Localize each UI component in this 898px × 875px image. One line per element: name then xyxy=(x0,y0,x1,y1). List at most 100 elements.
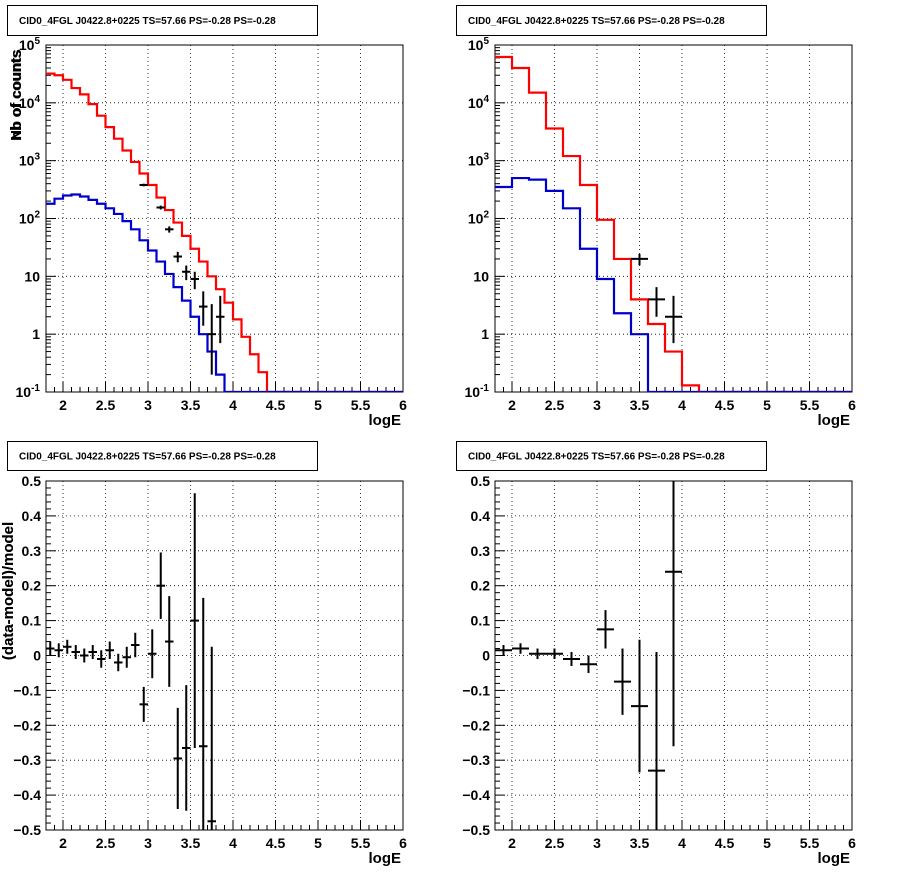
data-point xyxy=(580,655,597,673)
data-point xyxy=(114,653,123,672)
x-tick-label: 4 xyxy=(678,835,686,851)
y-tick-label: −0.2 xyxy=(462,717,490,733)
y-tick-label: 10-1 xyxy=(16,383,41,400)
y-tick-label: 0.1 xyxy=(22,613,42,629)
y-tick-label: 0.5 xyxy=(471,473,491,489)
chart-title: CID0_4FGL J0422.8+0225 TS=57.66 PS=-0.28… xyxy=(19,452,276,463)
data-point xyxy=(207,646,216,830)
data-point xyxy=(207,304,216,375)
data-point xyxy=(182,265,191,281)
x-tick-label: 3 xyxy=(593,835,601,851)
data-point xyxy=(63,639,72,654)
data-point xyxy=(648,652,665,830)
x-tick-label: 2.5 xyxy=(96,835,116,851)
y-tick-label: 0.2 xyxy=(471,578,491,594)
data-point xyxy=(173,707,182,810)
x-tick-label: 3.5 xyxy=(181,397,201,413)
data-point xyxy=(173,251,182,263)
y-axis-label: Nb of counts xyxy=(8,49,25,141)
y-tick-label: 103 xyxy=(19,152,41,169)
y-tick-label: 0.5 xyxy=(22,473,42,489)
x-tick-label: 2.5 xyxy=(545,835,565,851)
y-tick-label: 104 xyxy=(468,94,490,111)
y-tick-label: −0.1 xyxy=(462,682,490,698)
x-tick-label: 3.5 xyxy=(630,397,650,413)
chart-title: CID0_4FGL J0422.8+0225 TS=57.66 PS=-0.28… xyxy=(468,452,725,463)
x-tick-label: 4 xyxy=(229,835,237,851)
data-point xyxy=(199,597,208,830)
step-line-total_model xyxy=(495,55,852,392)
x-tick-label: 2 xyxy=(508,835,516,851)
x-tick-label: 2 xyxy=(59,397,67,413)
x-tick-label: 6 xyxy=(848,397,856,413)
data-point xyxy=(216,295,225,344)
chart-panel-residuals-fine: CID0_4FGL J0422.8+0225 TS=57.66 PS=-0.28… xyxy=(0,441,407,867)
data-point xyxy=(122,646,131,668)
plot-area xyxy=(495,55,852,392)
data-point xyxy=(54,643,63,658)
chart-title: CID0_4FGL J0422.8+0225 TS=57.66 PS=-0.28… xyxy=(468,16,725,27)
data-point xyxy=(88,645,97,659)
y-tick-label: −0.3 xyxy=(462,752,490,768)
chart-panel-counts-fine: CID0_4FGL J0422.8+0225 TS=57.66 PS=-0.28… xyxy=(7,5,407,429)
plot-area xyxy=(46,72,403,392)
x-tick-label: 6 xyxy=(848,835,856,851)
y-tick-label: −0.4 xyxy=(462,787,490,803)
data-point xyxy=(563,652,580,666)
x-tick-label: 6 xyxy=(399,397,407,413)
y-tick-label: −0.5 xyxy=(462,822,490,838)
x-tick-label: 2 xyxy=(59,835,67,851)
x-tick-label: 5 xyxy=(314,397,322,413)
chart-title: CID0_4FGL J0422.8+0225 TS=57.66 PS=-0.28… xyxy=(19,16,276,27)
plot-area xyxy=(46,493,216,830)
y-tick-label: −0.1 xyxy=(13,682,41,698)
x-tick-label: 5 xyxy=(763,397,771,413)
data-point xyxy=(529,648,546,659)
data-point xyxy=(182,685,191,811)
x-tick-label: 5.5 xyxy=(351,835,371,851)
x-tick-label: 4.5 xyxy=(266,835,286,851)
y-axis-label: (data-model)/model xyxy=(0,522,17,660)
y-tick-label: −0.2 xyxy=(13,717,41,733)
x-tick-label: 2.5 xyxy=(545,397,565,413)
y-tick-label: 10 xyxy=(24,268,40,284)
data-point xyxy=(648,287,665,317)
data-point xyxy=(139,686,148,722)
y-tick-label: −0.3 xyxy=(13,752,41,768)
data-point xyxy=(97,650,106,668)
data-point xyxy=(105,641,114,659)
y-tick-label: 0.4 xyxy=(22,508,42,524)
x-axis-label: logE xyxy=(369,412,402,429)
x-tick-label: 5 xyxy=(763,835,771,851)
data-point xyxy=(631,639,648,773)
x-tick-label: 3 xyxy=(593,397,601,413)
data-point xyxy=(190,493,199,748)
y-tick-label: 102 xyxy=(19,210,41,227)
x-tick-label: 6 xyxy=(399,835,407,851)
grid-lines xyxy=(46,44,404,393)
x-tick-label: 2 xyxy=(508,397,516,413)
data-point xyxy=(190,271,199,290)
y-tick-label: −0.4 xyxy=(13,787,41,803)
y-tick-label: 0 xyxy=(482,648,490,664)
x-tick-label: 3.5 xyxy=(630,835,650,851)
y-tick-label: 1 xyxy=(32,326,40,342)
chart-title-box xyxy=(456,5,767,36)
data-point xyxy=(597,610,614,649)
x-tick-label: 5.5 xyxy=(351,397,371,413)
data-point xyxy=(139,183,148,187)
step-line-source_model xyxy=(495,176,852,392)
data-point xyxy=(165,596,174,687)
y-axis-label: (data-model)/model xyxy=(0,522,17,660)
x-axis-label: logE xyxy=(818,412,851,429)
y-tick-label: 10 xyxy=(473,268,489,284)
y-tick-label: 10-1 xyxy=(465,383,490,400)
data-point xyxy=(156,205,165,210)
data-point xyxy=(614,648,631,715)
data-point xyxy=(665,295,682,344)
x-tick-label: 4.5 xyxy=(266,397,286,413)
data-point xyxy=(546,648,563,659)
data-point xyxy=(165,226,174,233)
y-axis-label: nb of counts xyxy=(8,50,25,140)
